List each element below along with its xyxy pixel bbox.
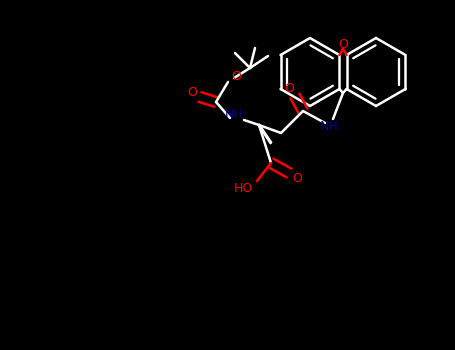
Text: O: O — [187, 85, 197, 98]
Text: O: O — [338, 37, 348, 50]
Text: NH: NH — [319, 120, 339, 133]
Text: O: O — [292, 172, 302, 184]
Text: NH: NH — [225, 108, 243, 121]
Text: O: O — [231, 70, 241, 83]
Text: O: O — [284, 82, 294, 95]
Text: HO: HO — [233, 182, 253, 196]
